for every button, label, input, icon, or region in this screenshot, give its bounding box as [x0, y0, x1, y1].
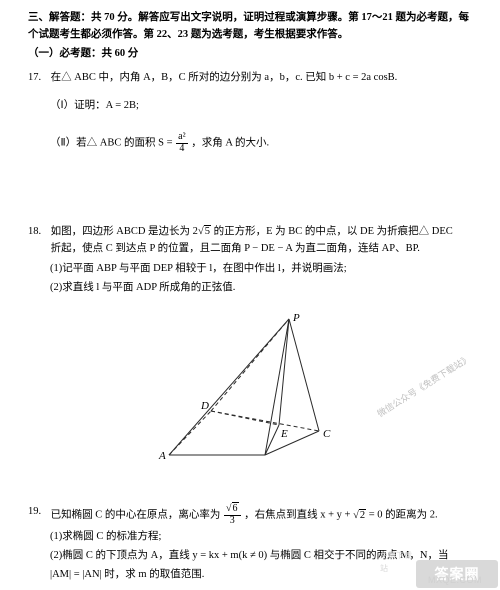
problem-19-number: 19.: [28, 504, 48, 521]
problem-19-stem-a: 已知椭圆 C 的中心在原点，离心率为: [51, 510, 221, 521]
problem-17-part2-text-a: （Ⅱ）若△ ABC 的面积 S =: [50, 137, 173, 148]
problem-17-stem: 在△ ABC 中，内角 A，B，C 所对的边分别为 a，b，c. 已知 b + …: [51, 70, 461, 87]
problem-18-part2: (2)求直线 l 与平面 ADP 所成角的正弦值.: [50, 279, 472, 298]
svg-text:B: B: [263, 458, 270, 459]
problem-19-stem-b: ，右焦点到直线 x + y +: [244, 510, 353, 521]
section-header: 三、解答题：共 70 分。解答应写出文字说明，证明过程或演算步骤。第 17～21…: [28, 10, 472, 44]
fraction-sqrt6-3: √6 3: [224, 504, 241, 526]
problem-18-part1: (1)记平面 ABP 与平面 DEP 相较于 l，在图中作出 l，并说明画法;: [50, 260, 472, 279]
footer-site: MXQE.COM: [428, 573, 482, 587]
fraction-num: a²: [176, 132, 187, 144]
sqrt-2: 2: [353, 508, 366, 525]
fraction-den: 4: [176, 144, 187, 155]
problem-17-number: 17.: [28, 70, 48, 87]
problem-18-stem-a: 如图，四边形 ABCD 是边长为 2: [51, 226, 198, 237]
footer-tag: 免费下载站: [380, 550, 412, 576]
problem-18: 18. 如图，四边形 ABCD 是边长为 25 的正方形，E 为 BC 的中点，…: [28, 224, 472, 466]
problem-17: 17. 在△ ABC 中，内角 A，B，C 所对的边分别为 a，b，c. 已知 …: [28, 70, 472, 154]
svg-text:A: A: [158, 450, 166, 459]
sqrt-5: 5: [198, 224, 211, 241]
problem-19-stem-c: = 0 的距离为 2.: [366, 510, 438, 521]
problem-17-part2: （Ⅱ）若△ ABC 的面积 S = a² 4 ，求角 A 的大小.: [50, 132, 472, 154]
svg-text:P: P: [292, 312, 300, 324]
geometry-diagram: A B D E C P: [155, 309, 345, 459]
problem-18-number: 18.: [28, 224, 48, 241]
fraction-a2-4: a² 4: [176, 132, 187, 154]
problem-19-part1: (1)求椭圆 C 的标准方程;: [50, 528, 472, 547]
svg-text:C: C: [323, 428, 331, 440]
problem-19-stem: 已知椭圆 C 的中心在原点，离心率为 √6 3 ，右焦点到直线 x + y + …: [51, 504, 461, 526]
problem-18-figure: A B D E C P 微信公众号《免费下载站》: [28, 309, 472, 466]
svg-text:E: E: [280, 428, 288, 440]
problem-18-stem: 如图，四边形 ABCD 是边长为 25 的正方形，E 为 BC 的中点，以 DE…: [51, 224, 461, 258]
svg-text:D: D: [200, 400, 209, 412]
sub-header: （一）必考题：共 60 分: [28, 46, 472, 63]
problem-17-part1: （Ⅰ）证明：A = 2B;: [50, 97, 472, 116]
side-watermark: 微信公众号《免费下载站》: [374, 352, 473, 421]
fraction-den: 3: [224, 516, 241, 527]
problem-17-part2-text-b: ，求角 A 的大小.: [191, 137, 269, 148]
